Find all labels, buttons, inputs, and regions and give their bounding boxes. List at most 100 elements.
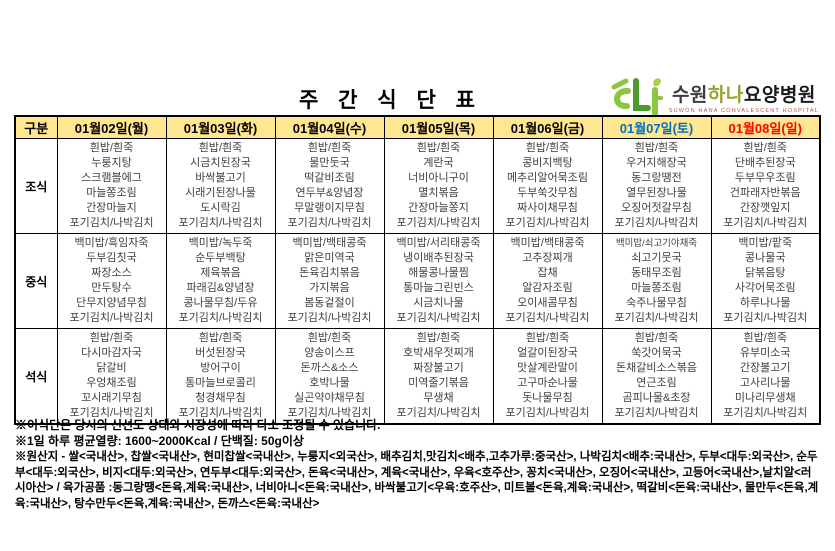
menu-item: 사각어묵조림 bbox=[734, 282, 796, 294]
menu-cell-breakfast-tue: 흰밥/흰죽 시금치된장국 바싹불고기 시래기된장나물 도시락김 포기김치/나박김치 bbox=[165, 138, 276, 234]
menu-item: 시래기된장나물 bbox=[185, 187, 256, 199]
menu-item: 고사리나물 bbox=[739, 377, 791, 389]
hospital-logo-text: 수원하나요양병원 SUWON HANA CONVALESCENT HOSPITA… bbox=[669, 80, 819, 114]
day-header-sat: 01월07일(토) bbox=[601, 115, 712, 139]
menu-item: 흰밥/흰죽 bbox=[89, 332, 134, 344]
menu-item: 흰밥/흰죽 bbox=[525, 142, 570, 154]
menu-item: 포기김치/나박김치 bbox=[287, 312, 372, 324]
menu-item: 열무된장나물 bbox=[626, 187, 687, 199]
menu-item: 짜사이채무침 bbox=[517, 202, 578, 214]
menu-item: 통마늘브로콜리 bbox=[185, 377, 256, 389]
menu-item: 너비아니구이 bbox=[408, 172, 469, 184]
menu-item: 시금치나물 bbox=[413, 297, 464, 309]
menu-item: 포기김치/나박김치 bbox=[505, 407, 590, 419]
menu-item: 동태무조림 bbox=[631, 267, 682, 279]
menu-cell-breakfast-sat: 흰밥/흰죽 우거지해장국 동그랑땡전 열무된장나물 오징어젓갈무침 포기김치/나박김치 bbox=[601, 138, 712, 234]
menu-item: 흰밥/흰죽 bbox=[525, 332, 570, 344]
menu-cell-lunch-mon: 백미밥/흑임자죽 두부김칫국 짜장소스 만두탕수 단무지양념무침 포기김치/나박김치 bbox=[56, 233, 167, 329]
meal-label-dinner: 석식 bbox=[14, 328, 58, 425]
menu-item: 다시마감자국 bbox=[81, 347, 142, 359]
menu-item: 간장불고기 bbox=[739, 362, 791, 374]
menu-item: 포기김치/나박김치 bbox=[614, 217, 699, 229]
menu-item: 잡채 bbox=[537, 267, 558, 279]
menu-item: 닭갈비 bbox=[96, 362, 127, 374]
menu-item: 포기김치/나박김치 bbox=[723, 217, 808, 229]
menu-item: 얼갈이된장국 bbox=[517, 347, 578, 359]
menu-item: 백미밥/흑임자죽 bbox=[74, 237, 149, 249]
menu-item: 하루나나물 bbox=[739, 297, 791, 309]
menu-item: 돗나물무침 bbox=[522, 392, 573, 404]
page-title: 주 간 식 단 표 bbox=[299, 89, 482, 112]
menu-item: 포기김치/나박김치 bbox=[505, 217, 590, 229]
menu-cell-breakfast-sun: 흰밥/흰죽 단배추된장국 두부무우조림 건파래자반볶음 간장깻잎지 포기김치/나박김치 bbox=[710, 138, 821, 234]
menu-item: 백미밥/서리태콩죽 bbox=[396, 237, 481, 249]
menu-item: 알감자조림 bbox=[522, 282, 573, 294]
menu-cell-dinner-thu: 흰밥/흰죽 호박새우젓찌개 짜장불고기 미역줄기볶음 무생채 포기김치/나박김치 bbox=[383, 328, 494, 425]
menu-item: 통마늘그린빈스 bbox=[403, 282, 474, 294]
menu-cell-dinner-tue: 흰밥/흰죽 버섯된장국 방어구이 통마늘브로콜리 청경채무침 포기김치/나박김치 bbox=[165, 328, 276, 425]
menu-cell-dinner-sat: 흰밥/흰죽 쑥갓어묵국 돈채갈비소스볶음 연근조림 곰피나물&초장 포기김치/나박김치 bbox=[601, 328, 712, 425]
menu-item: 포기김치/나박김치 bbox=[396, 312, 481, 324]
menu-item: 포기김치/나박김치 bbox=[287, 217, 372, 229]
hospital-name: 수원하나요양병원 bbox=[672, 80, 816, 107]
day-header-tue: 01월03일(화) bbox=[165, 115, 276, 139]
menu-cell-dinner-wed: 흰밥/흰죽 양송이스프 돈까스&소스 호박나물 실곤약야채무침 포기김치/나박김치 bbox=[274, 328, 385, 425]
menu-item: 메추리알어묵조림 bbox=[507, 172, 588, 184]
footer-notes: ※이식단은 당시의 신선도 상태와 시장성에 따라 다소 조정될 수 있습니다.… bbox=[15, 417, 822, 512]
menu-item: 숙주나물무침 bbox=[626, 297, 687, 309]
hospital-name-suwon: 수원 bbox=[671, 85, 708, 106]
menu-item: 포기김치/나박김치 bbox=[723, 407, 808, 419]
menu-item: 두부쑥갓무침 bbox=[517, 187, 578, 199]
menu-item: 해물콩나물찜 bbox=[408, 267, 469, 279]
menu-item: 멸치볶음 bbox=[418, 187, 459, 199]
menu-cell-lunch-fri: 백미밥/백태콩죽 고추장찌개 잡채 알감자조림 오이새콤무침 포기김치/나박김치 bbox=[492, 233, 603, 329]
menu-item: 냉이배추된장국 bbox=[403, 252, 474, 264]
menu-item: 흰밥/흰죽 bbox=[634, 142, 679, 154]
menu-item: 간장마늘지 bbox=[86, 202, 137, 214]
menu-cell-breakfast-fri: 흰밥/흰죽 콩비지백탕 메추리알어묵조림 두부쑥갓무침 짜사이채무침 포기김치/나박김치 bbox=[492, 138, 603, 234]
menu-item: 흰밥/흰죽 bbox=[198, 332, 243, 344]
menu-cell-dinner-fri: 흰밥/흰죽 얼갈이된장국 맛살계란말이 고구마순나물 돗나물무침 포기김치/나박김치 bbox=[492, 328, 603, 425]
hospital-caption: SUWON HANA CONVALESCENT HOSPITAL bbox=[668, 108, 819, 114]
menu-item: 짜장불고기 bbox=[413, 362, 464, 374]
menu-item: 청경채무침 bbox=[195, 392, 246, 404]
day-header-mon: 01월02일(월) bbox=[56, 115, 167, 139]
menu-item: 동그랑땡전 bbox=[631, 172, 682, 184]
menu-item: 오이새콤무침 bbox=[517, 297, 578, 309]
menu-cell-breakfast-thu: 흰밥/흰죽 계란국 너비아니구이 멸치볶음 간장마늘쫑지 포기김치/나박김치 bbox=[383, 138, 494, 234]
menu-item: 무생채 bbox=[423, 392, 454, 404]
menu-item: 쑥갓어묵국 bbox=[631, 347, 682, 359]
menu-item: 포기김치/나박김치 bbox=[723, 312, 808, 324]
day-header-fri: 01월06일(금) bbox=[492, 115, 603, 139]
dinner-row: 석식 흰밥/흰죽 다시마감자국 닭갈비 우엉채조림 꼬시래기무침 포기김치/나박김치 흰밥… bbox=[14, 328, 821, 425]
hospital-logo-icon bbox=[611, 78, 663, 117]
menu-item: 흰밥/흰죽 bbox=[743, 332, 788, 344]
menu-item: 간장마늘쫑지 bbox=[408, 202, 469, 214]
menu-item: 꼬시래기무침 bbox=[81, 392, 142, 404]
menu-item: 파래김&양념장 bbox=[186, 282, 255, 294]
menu-item: 미나리무생채 bbox=[734, 392, 796, 404]
menu-item: 백미밥/쇠고기야채죽 bbox=[615, 238, 698, 249]
menu-item: 시금치된장국 bbox=[190, 157, 251, 169]
menu-cell-breakfast-wed: 흰밥/흰죽 물만둣국 떡갈비조림 연두부&양념장 무말랭이지무침 포기김치/나박김치 bbox=[274, 138, 385, 234]
menu-item: 포기김치/나박김치 bbox=[396, 217, 481, 229]
menu-cell-lunch-sat: 백미밥/쇠고기야채죽 쇠고기뭇국 동태무조림 마늘쫑조림 숙주나물무침 포기김치/나박김치 bbox=[601, 233, 712, 329]
menu-item: 포기김치/나박김치 bbox=[505, 312, 590, 324]
menu-item: 가지볶음 bbox=[309, 282, 350, 294]
menu-item: 고추장찌개 bbox=[522, 252, 573, 264]
note-calories: ※1일 하루 평균열량: 1600~2000Kcal / 단백질: 50g이상 bbox=[15, 434, 304, 448]
menu-item: 물만둣국 bbox=[309, 157, 350, 169]
menu-item: 누룽지탕 bbox=[91, 157, 132, 169]
menu-item: 짜장소스 bbox=[91, 267, 132, 279]
menu-table: 구분 01월02일(월) 01월03일(화) 01월04일(수) 01월05일(… bbox=[14, 115, 821, 425]
menu-item: 포기김치/나박김치 bbox=[396, 407, 481, 419]
menu-item: 흰밥/흰죽 bbox=[307, 332, 352, 344]
menu-item: 포기김치/나박김치 bbox=[178, 407, 263, 419]
menu-item: 두부무우조림 bbox=[734, 172, 796, 184]
menu-item: 떡갈비조림 bbox=[304, 172, 355, 184]
day-header-row: 구분 01월02일(월) 01월03일(화) 01월04일(수) 01월05일(… bbox=[14, 115, 821, 139]
menu-cell-lunch-tue: 백미밥/녹두죽 순두부백탕 제육볶음 파래김&양념장 콩나물무침/두유 포기김치/나박김치 bbox=[165, 233, 276, 329]
menu-item: 돈까스&소스 bbox=[300, 362, 359, 374]
menu-item: 미역줄기볶음 bbox=[408, 377, 469, 389]
